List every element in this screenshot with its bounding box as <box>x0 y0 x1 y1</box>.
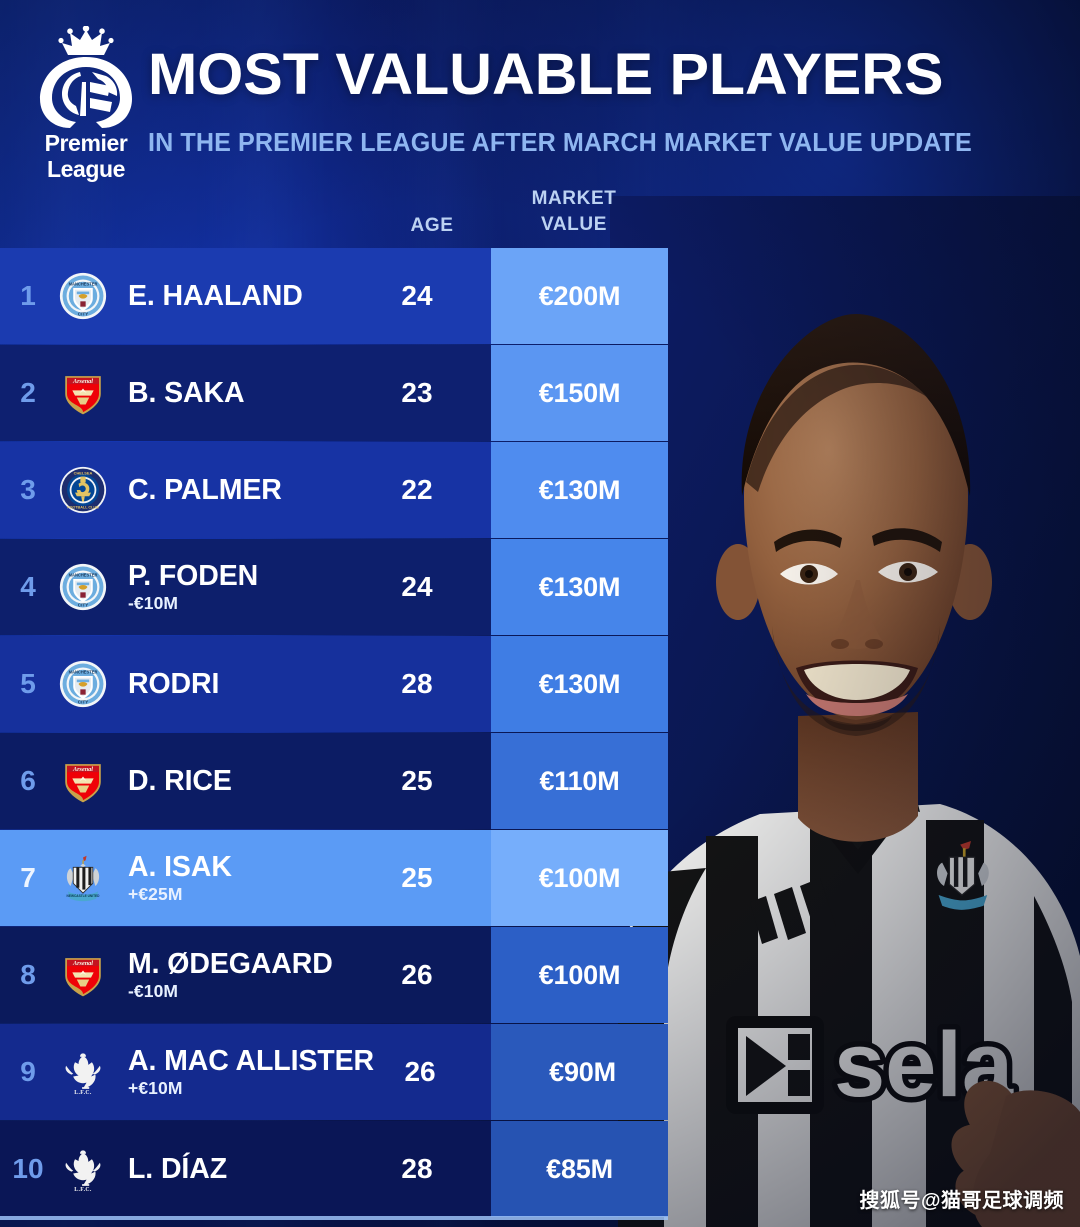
rank-number: 3 <box>20 474 36 505</box>
value-cell-background <box>491 345 668 441</box>
players-ranking-table: 1 E. HAALAND 24 €200M 2 B. SAKA 23 €150M 3 C. PAL… <box>0 248 668 1218</box>
page-title: MOST VALUABLE PLAYERS <box>148 42 944 107</box>
market-value: €130M <box>538 571 621 602</box>
value-cell-background <box>491 830 668 926</box>
rank-number: 2 <box>20 377 36 408</box>
table-underline <box>0 1216 668 1220</box>
chelsea-badge-icon <box>56 463 110 517</box>
arsenal-badge-icon <box>56 948 110 1002</box>
player-info: B. SAKA <box>110 376 371 409</box>
value-change-label: -€10M <box>128 980 179 1001</box>
table-row[interactable]: 1 E. HAALAND 24 €200M <box>0 248 668 344</box>
table-row[interactable]: 7 A. ISAK +€25M 25 €100M <box>0 830 668 926</box>
table-row[interactable]: 4 P. FODEN -€10M 24 €130M <box>0 539 668 635</box>
value-cell-background <box>491 539 668 635</box>
rank-number: 5 <box>20 668 36 699</box>
rank-number: 4 <box>20 571 36 602</box>
liverpool-badge-icon <box>56 1045 110 1099</box>
rank-number: 8 <box>20 959 36 990</box>
value-change-label: +€25M <box>128 883 183 904</box>
premier-league-lion-icon: Premier League <box>32 26 140 186</box>
liverpool-badge-icon <box>56 1142 110 1196</box>
market-value: €85M <box>546 1153 613 1184</box>
column-header-age: AGE <box>410 215 454 236</box>
arsenal-badge-icon <box>56 366 110 420</box>
newcastle-badge-icon <box>56 851 110 905</box>
player-name: M. ØDEGAARD <box>128 947 333 980</box>
market-value: €110M <box>539 765 620 796</box>
value-cell-background <box>491 1024 668 1120</box>
logo-line-1: Premier <box>44 130 128 156</box>
player-info: M. ØDEGAARD -€10M <box>110 947 371 1002</box>
table-row[interactable]: 9 A. MAC ALLISTER +€10M 26 €90M <box>0 1024 668 1120</box>
player-info: D. RICE <box>110 764 371 797</box>
rank-number: 1 <box>20 280 36 311</box>
market-value: €130M <box>538 474 621 505</box>
rank-number: 7 <box>20 862 36 893</box>
value-cell-background <box>491 442 668 538</box>
player-info: A. ISAK +€25M <box>110 850 371 905</box>
table-row[interactable]: 10 L. DÍAZ 28 €85M <box>0 1121 668 1217</box>
market-value: €90M <box>549 1056 616 1087</box>
player-name: A. ISAK <box>128 850 232 883</box>
rank-number: 10 <box>12 1153 44 1184</box>
player-info: L. DÍAZ <box>110 1152 371 1185</box>
player-name: B. SAKA <box>128 376 245 409</box>
player-name: E. HAALAND <box>128 279 303 312</box>
player-age: 22 <box>401 474 433 505</box>
table-row[interactable]: 2 B. SAKA 23 €150M <box>0 345 668 441</box>
value-cell-background <box>491 1121 668 1217</box>
value-cell-background <box>491 636 668 732</box>
player-age: 23 <box>401 377 433 408</box>
page-subtitle: IN THE PREMIER LEAGUE AFTER MARCH MARKET… <box>148 129 972 157</box>
value-change-label: -€10M <box>128 592 179 613</box>
player-age: 24 <box>401 571 433 602</box>
player-age: 28 <box>401 1153 433 1184</box>
manchester-city-badge-icon <box>56 657 110 711</box>
player-name: L. DÍAZ <box>128 1152 228 1185</box>
column-header-market-value: MARKET VALUE <box>494 186 654 238</box>
player-info: P. FODEN -€10M <box>110 559 371 614</box>
player-age: 26 <box>401 959 433 990</box>
arsenal-badge-icon <box>56 754 110 808</box>
market-value: €150M <box>538 377 621 408</box>
player-age: 25 <box>401 862 433 893</box>
table-row[interactable]: 8 M. ØDEGAARD -€10M 26 €100M <box>0 927 668 1023</box>
value-cell-background <box>491 927 668 1023</box>
logo-line-2: League <box>46 156 126 182</box>
player-info: RODRI <box>110 667 371 700</box>
watermark: 搜狐号@猫哥足球调频 <box>859 1190 1064 1212</box>
table-row[interactable]: 5 RODRI 28 €130M <box>0 636 668 732</box>
value-change-label: +€10M <box>128 1077 183 1098</box>
market-value-line-1: MARKET <box>531 188 617 209</box>
player-info: C. PALMER <box>110 473 371 506</box>
value-cell-background <box>491 733 668 829</box>
market-value: €200M <box>538 280 621 311</box>
market-value: €100M <box>538 862 621 893</box>
player-age: 25 <box>401 765 433 796</box>
market-value: €130M <box>538 668 621 699</box>
premier-league-wordmark: Premier League <box>32 130 140 182</box>
player-age: 26 <box>404 1056 436 1087</box>
player-name: A. MAC ALLISTER <box>128 1044 375 1077</box>
player-age: 24 <box>401 280 433 311</box>
table-row[interactable]: 6 D. RICE 25 €110M <box>0 733 668 829</box>
player-info: A. MAC ALLISTER +€10M <box>110 1044 375 1099</box>
player-name: C. PALMER <box>128 473 282 506</box>
manchester-city-badge-icon <box>56 269 110 323</box>
player-name: D. RICE <box>128 764 232 797</box>
rank-number: 9 <box>20 1056 36 1087</box>
value-cell-background <box>491 248 668 344</box>
table-row[interactable]: 3 C. PALMER 22 €130M <box>0 442 668 538</box>
player-age: 28 <box>401 668 433 699</box>
header: Premier League MOST VALUABLE PLAYERS IN … <box>0 0 1080 185</box>
player-name: RODRI <box>128 667 220 700</box>
rank-number: 6 <box>20 765 36 796</box>
market-value: €100M <box>538 959 621 990</box>
manchester-city-badge-icon <box>56 560 110 614</box>
player-info: E. HAALAND <box>110 279 371 312</box>
market-value-line-2: VALUE <box>541 214 607 235</box>
player-name: P. FODEN <box>128 559 259 592</box>
